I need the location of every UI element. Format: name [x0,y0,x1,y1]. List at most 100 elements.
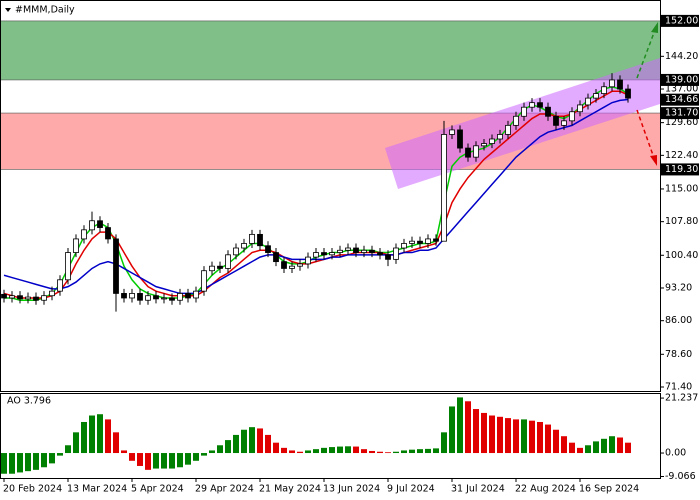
candle-body [33,296,39,301]
ao-bar [145,453,151,470]
candle-body [345,247,351,251]
candle-body [17,295,23,300]
candle-body [41,295,47,301]
candle-body [305,256,311,265]
down-arrowhead [650,155,657,166]
ao-bar [113,432,119,454]
y-tick-label: 100.40 [665,250,698,261]
main-frame [0,0,661,392]
candle-body [497,134,503,140]
ao-bar [473,409,479,454]
ao-bar [265,434,271,454]
ao-bar [617,437,623,454]
x-tick-label: 20 Feb 2024 [3,484,62,495]
level-label: 134.66 [665,94,698,105]
ao-bar [121,450,127,454]
candle-body [433,238,439,242]
candle-body [297,263,303,267]
ao-bar [25,453,31,472]
candle-body [25,296,31,300]
candle-body [369,249,375,253]
candle-body [601,86,607,94]
candle-body [233,247,239,256]
level-box [661,14,699,27]
ao-bar [273,442,279,454]
ao-bar [57,453,63,456]
ao-bar [345,446,351,454]
x-tick-label: 22 Aug 2024 [515,484,576,495]
candle-body [361,249,367,253]
ao-bar [177,453,183,468]
candle-body [457,129,463,149]
candle-body [121,293,127,299]
y-tick-label: 107.80 [665,216,698,227]
candle-body [1,293,7,299]
ao-bar [305,450,311,454]
ao-bar [81,421,87,454]
y-tick-label: 78.60 [665,349,692,360]
level-box [661,163,699,176]
level-label: 131.70 [665,108,698,119]
candle-body [193,290,199,299]
candle-body [625,88,631,99]
candle-body [489,138,495,144]
candle-body [225,254,231,269]
ao-bar [361,449,367,454]
y-tick-label: 86.00 [665,315,692,326]
ao-bar [105,419,111,454]
ao-bar [585,445,591,454]
up-arrow [636,29,656,79]
ao-bar [409,449,415,454]
candle-body [57,279,63,292]
ao-bar [369,450,375,454]
price-channel [385,58,660,189]
ao-bar [529,420,535,454]
candle-body [185,293,191,299]
ao-bar [393,451,399,454]
price-zone [0,20,660,80]
candle-body [513,115,519,126]
candle-body [313,252,319,258]
candle-body [145,295,151,301]
ao-bar [65,445,71,454]
candle-body [9,295,15,299]
candle-body [449,129,455,135]
candle-body [257,233,263,247]
candle-body [425,238,431,244]
ao-bar [129,453,135,461]
ao-bar [201,453,207,456]
ao-bar [561,436,567,454]
ao-bar [353,446,359,454]
ao-bar [297,451,303,454]
candle-body [385,254,391,260]
y-tick-label: 144.20 [665,51,698,62]
candle-body [81,229,87,240]
candle-body [105,227,111,240]
ao-bar [9,453,15,474]
candle-body [417,240,423,244]
ao-bar [209,450,215,454]
candle-body [577,104,583,113]
ao-bar [17,453,23,473]
ao-bar [169,453,175,469]
x-tick-label: 31 Jul 2024 [451,484,505,495]
ao-bar [457,397,463,454]
candle-body [113,238,119,294]
candle-body [137,293,143,301]
up-arrowhead [651,22,658,33]
candle-body [129,293,135,299]
candle-body [249,233,255,244]
chart-title: #MMM,Daily [15,5,75,16]
ao-bar [185,453,191,465]
ao-bar [153,453,159,469]
ao-bar [225,440,231,454]
ao-bar [257,428,263,454]
ao-bar [401,450,407,454]
ao-bar [137,453,143,466]
level-label: 139.00 [665,74,698,85]
ao-bar [321,447,327,454]
level-label: 152.00 [665,15,698,26]
candle-body [553,115,559,126]
candle-body [289,265,295,269]
